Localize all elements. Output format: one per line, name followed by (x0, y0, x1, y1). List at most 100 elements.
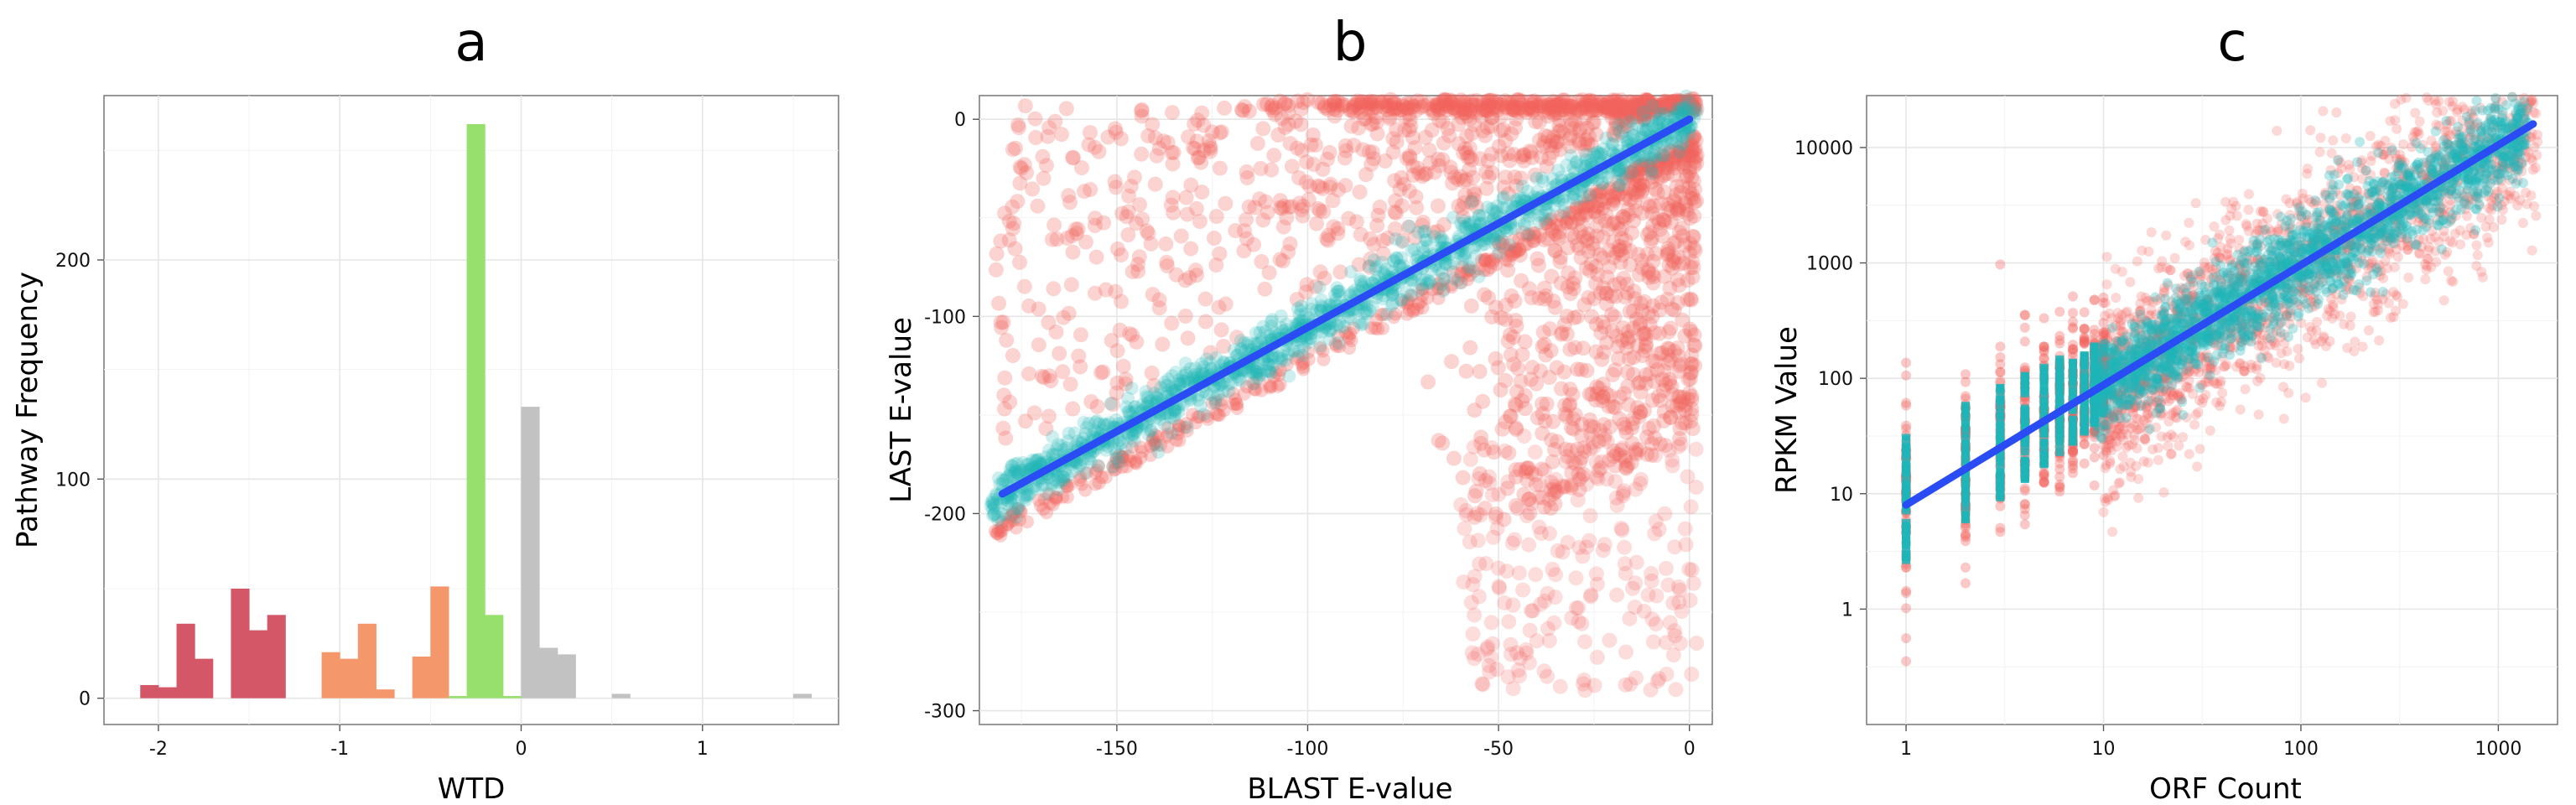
scatter-point (1114, 131, 1129, 146)
scatter-point (1485, 636, 1500, 652)
scatter-point (1041, 315, 1056, 330)
histogram-bar (158, 688, 177, 699)
scatter-point (1264, 163, 1279, 178)
histogram-bar (612, 693, 631, 698)
scatter-point (1542, 321, 1557, 336)
scatter-point (1180, 207, 1195, 222)
scatter-point (1544, 433, 1559, 448)
scatter-point (1189, 361, 1202, 375)
scatter-point (1458, 172, 1473, 187)
scatter-point (2090, 294, 2100, 304)
scatter-point (1902, 434, 1910, 440)
scatter-point (1108, 174, 1123, 190)
scatter-point (2020, 519, 2030, 529)
scatter-point (2069, 416, 2077, 423)
scatter-point (1644, 566, 1659, 581)
scatter-point (1571, 600, 1586, 615)
scatter-point (2080, 459, 2090, 469)
scatter-point (1063, 377, 1078, 392)
scatter-point (1587, 291, 1602, 306)
scatter-point (1207, 231, 1222, 246)
scatter-point (1198, 292, 1213, 307)
scatter-point (1130, 257, 1145, 272)
histogram-bar (449, 696, 467, 699)
scatter-point (1431, 199, 1446, 214)
scatter-point (1174, 229, 1189, 244)
scatter-point (1488, 510, 1504, 525)
scatter-point (1645, 167, 1659, 180)
scatter-point (1116, 359, 1131, 374)
scatter-point (1071, 349, 1086, 364)
scatter-point (1586, 99, 1601, 114)
scatter-point (1902, 454, 1910, 460)
scatter-point (1901, 657, 1911, 667)
scatter-point (1633, 178, 1647, 191)
scatter-point (1629, 555, 1644, 570)
scatter-point (2080, 439, 2090, 449)
scatter-point (1008, 242, 1023, 257)
scatter-point (1295, 202, 1310, 217)
scatter-point (1181, 330, 1196, 345)
panel-a: a -2 -1 0 1 0100200 WTD Pathway Frequency (11, 12, 839, 805)
scatter-point (1021, 366, 1036, 382)
histogram-bar (539, 648, 558, 699)
scatter-point (1045, 232, 1060, 247)
scatter-point (1645, 392, 1660, 408)
scatter-point (1498, 373, 1513, 388)
scatter-point (1641, 588, 1656, 603)
scatter-point (2080, 377, 2089, 383)
scatter-point (2080, 357, 2089, 364)
scatter-point (2039, 314, 2049, 324)
scatter-point (1130, 454, 1143, 468)
scatter-point (1654, 295, 1669, 310)
scatter-point (1332, 336, 1346, 350)
panel-b: b -150 -100 -50 0 -300-200-1000 BLAST E-val… (885, 12, 1712, 805)
histogram-bar (140, 685, 158, 699)
scatter-point (2021, 440, 2029, 447)
scatter-point (1010, 194, 1025, 209)
scatter-point (1678, 415, 1693, 430)
scatter-point (1546, 172, 1560, 185)
scatter-point (1612, 222, 1627, 237)
scatter-point (1214, 322, 1229, 337)
scatter-point (1665, 453, 1680, 468)
scatter-point (1961, 377, 1971, 387)
scatter-point (1164, 316, 1179, 331)
histogram-bar (376, 689, 394, 698)
scatter-point (1362, 144, 1377, 159)
scatter-point (1499, 96, 1514, 111)
scatter-point (1961, 500, 1970, 506)
scatter-point (1573, 121, 1588, 136)
scatter-point (1113, 455, 1126, 469)
scatter-point (1995, 527, 2005, 537)
scatter-point (1366, 236, 1381, 252)
scatter-point (1644, 206, 1659, 221)
scatter-point (1163, 410, 1176, 423)
scatter-point (1657, 363, 1672, 378)
scatter-point (1436, 278, 1449, 291)
scatter-point (1567, 340, 1582, 355)
scatter-point (1240, 170, 1255, 185)
scatter-point (1316, 204, 1331, 219)
scatter-point (1313, 264, 1328, 279)
scatter-point (1597, 537, 1613, 552)
scatter-point (1589, 317, 1604, 332)
scatter-point (1901, 633, 1911, 643)
scatter-point (991, 296, 1006, 311)
scatter-point (2090, 480, 2100, 491)
scatter-point (1537, 337, 1552, 352)
scatter-point (1679, 537, 1694, 552)
scatter-point (2021, 475, 2029, 481)
scatter-point (1493, 123, 1509, 138)
scatter-point (1649, 150, 1662, 164)
scatter-point (1536, 135, 1551, 150)
scatter-point (1566, 454, 1581, 470)
scatter-point (1121, 189, 1136, 204)
scatter-point (2080, 403, 2089, 410)
scatter-point (1152, 293, 1167, 308)
scatter-point (1016, 456, 1030, 470)
scatter-point (1109, 413, 1123, 427)
scatter-point (1683, 210, 1698, 226)
histogram-bar (195, 659, 213, 699)
scatter-point (1633, 405, 1648, 420)
